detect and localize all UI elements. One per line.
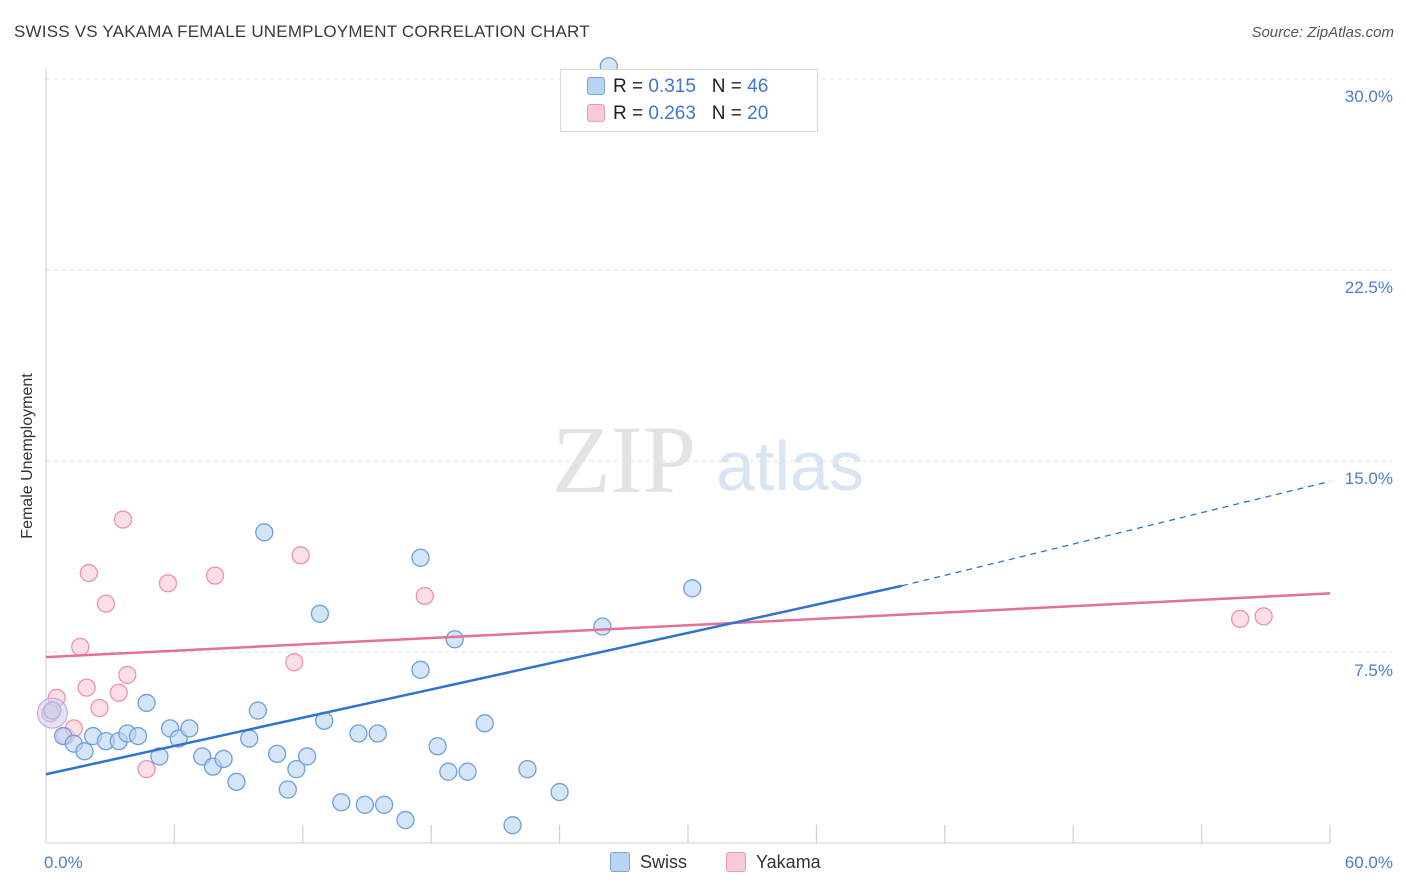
swiss-point bbox=[396, 810, 415, 830]
yakama-point bbox=[71, 637, 90, 657]
swiss-point bbox=[287, 759, 306, 779]
y-tick-label: 15.0% bbox=[1344, 469, 1393, 488]
swiss-point bbox=[374, 795, 394, 814]
swiss-point bbox=[550, 782, 569, 802]
swiss-point bbox=[411, 548, 430, 567]
swiss-legend-label: Swiss bbox=[640, 852, 688, 872]
swiss-point bbox=[267, 744, 287, 764]
yakama-point bbox=[291, 546, 310, 565]
swiss-point bbox=[518, 759, 537, 779]
swiss-point bbox=[411, 660, 430, 679]
swiss-points bbox=[36, 57, 702, 835]
swiss-point bbox=[240, 729, 259, 748]
yakama-point bbox=[1230, 609, 1250, 629]
swiss-n-value: 46 bbox=[747, 76, 769, 97]
swiss-point bbox=[445, 630, 464, 649]
yakama-points bbox=[41, 510, 1273, 779]
chart-title: SWISS VS YAKAMA FEMALE UNEMPLOYMENT CORR… bbox=[14, 22, 590, 41]
swiss-point bbox=[593, 617, 612, 636]
gridlines bbox=[46, 78, 1392, 653]
swiss-point bbox=[439, 762, 458, 781]
swiss-point bbox=[475, 714, 494, 733]
swiss-swatch bbox=[587, 77, 605, 95]
yakama-point bbox=[415, 586, 434, 606]
swiss-point bbox=[428, 737, 447, 756]
y-tick-label: 22.5% bbox=[1344, 278, 1393, 297]
yakama-point bbox=[1254, 607, 1273, 626]
yakama-point bbox=[137, 759, 156, 779]
yakama-r-label: R = bbox=[613, 103, 644, 124]
correlation-legend: R = 0.315 N = 46 R = 0.263 N = 20 bbox=[560, 69, 818, 132]
trend-lines bbox=[45, 480, 1331, 776]
swiss-point bbox=[310, 604, 330, 623]
yakama-point bbox=[109, 683, 128, 702]
swiss-point bbox=[75, 742, 94, 761]
swiss-legend-swatch bbox=[610, 852, 630, 872]
swiss-point bbox=[150, 747, 169, 766]
yakama-n-value: 20 bbox=[747, 103, 769, 124]
yakama-point bbox=[90, 698, 109, 718]
yakama-trend-line bbox=[45, 592, 1331, 659]
swiss-point bbox=[297, 747, 317, 766]
swiss-r-value: 0.315 bbox=[648, 76, 696, 97]
swiss-trend-extension bbox=[901, 480, 1331, 587]
legend-row-swiss: R = 0.315 N = 46 bbox=[587, 76, 768, 100]
swiss-point bbox=[349, 724, 368, 743]
swiss-point bbox=[332, 793, 351, 812]
yakama-point bbox=[96, 594, 116, 613]
yakama-point bbox=[118, 665, 137, 685]
swiss-trend-line bbox=[45, 584, 903, 776]
swiss-point bbox=[128, 726, 148, 746]
y-tick-label: 7.5% bbox=[1354, 661, 1393, 680]
source-label: Source: ZipAtlas.com bbox=[1251, 24, 1394, 41]
legend-item-swiss: Swiss bbox=[610, 852, 687, 873]
yakama-legend-swatch bbox=[726, 852, 746, 872]
x-tick-label-min: 0.0% bbox=[44, 853, 83, 872]
yakama-point bbox=[77, 678, 96, 697]
yakama-point bbox=[79, 563, 98, 583]
overlap-cluster-point bbox=[36, 697, 68, 729]
watermark-zip: ZIP bbox=[552, 406, 696, 513]
y-tick-label: 30.0% bbox=[1344, 87, 1393, 106]
swiss-point bbox=[278, 780, 297, 799]
swiss-point bbox=[248, 701, 268, 720]
yakama-r-value: 0.263 bbox=[648, 103, 696, 124]
swiss-point bbox=[355, 795, 375, 814]
yakama-point bbox=[113, 510, 133, 529]
swiss-point bbox=[180, 719, 199, 738]
yakama-point bbox=[205, 566, 225, 585]
swiss-n-label: N = bbox=[711, 76, 742, 97]
swiss-point bbox=[368, 724, 387, 743]
swiss-point bbox=[458, 762, 477, 781]
swiss-point bbox=[503, 816, 522, 835]
swiss-point bbox=[227, 772, 246, 792]
swiss-r-label: R = bbox=[613, 76, 644, 97]
yakama-point bbox=[158, 574, 178, 593]
x-tick-label-max: 60.0% bbox=[1344, 853, 1393, 872]
yakama-n-label: N = bbox=[711, 103, 742, 124]
yakama-point bbox=[285, 653, 304, 672]
swiss-point bbox=[137, 693, 156, 713]
swiss-point bbox=[255, 523, 274, 542]
watermark-atlas: atlas bbox=[716, 427, 864, 505]
y-axis-label: Female Unemployment bbox=[19, 373, 36, 539]
yakama-legend-label: Yakama bbox=[756, 852, 821, 872]
watermark: ZIP atlas bbox=[552, 406, 864, 513]
swiss-point bbox=[683, 579, 702, 598]
axes bbox=[45, 68, 1331, 844]
legend-row-yakama: R = 0.263 N = 20 bbox=[587, 103, 768, 127]
legend-item-yakama: Yakama bbox=[726, 852, 821, 873]
swiss-point bbox=[214, 749, 233, 769]
yakama-swatch bbox=[587, 104, 605, 122]
